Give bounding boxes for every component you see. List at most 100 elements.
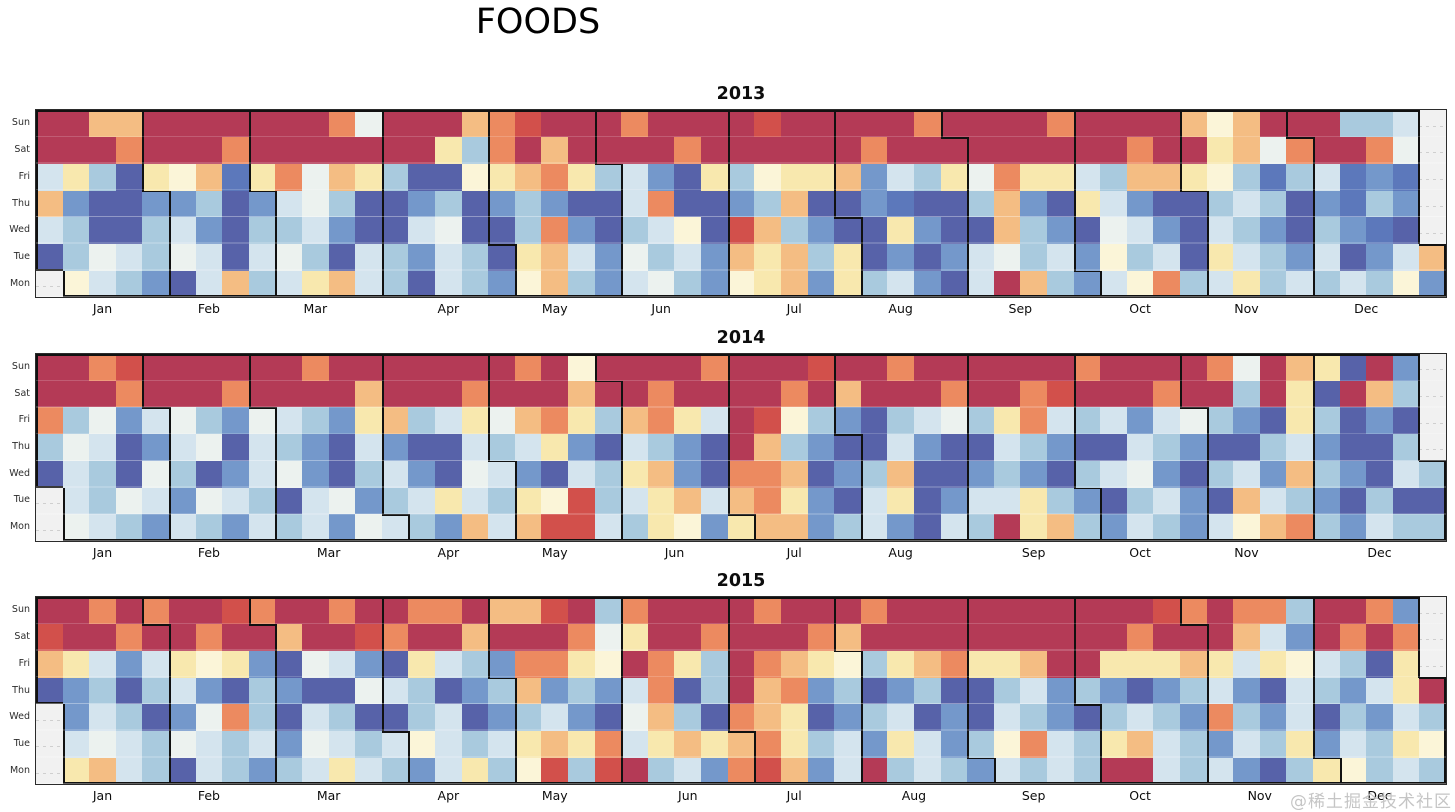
- heatmap-cell: [222, 460, 250, 488]
- heatmap-cell: [1366, 110, 1394, 138]
- heatmap-cell: [1153, 380, 1181, 408]
- heatmap-cell: [222, 513, 250, 541]
- heatmap-cell: [89, 216, 117, 245]
- heatmap-cell: [115, 597, 143, 625]
- heatmap-cell: [1259, 110, 1287, 138]
- heatmap-cell: [275, 513, 303, 541]
- heatmap-cell: [435, 730, 463, 758]
- heatmap-cell: [1179, 487, 1208, 515]
- heatmap-cell: [1339, 353, 1367, 381]
- heatmap-cell: [222, 110, 250, 138]
- heatmap-cell: [780, 216, 808, 245]
- heatmap-cell: [754, 677, 782, 705]
- heatmap-cell: [887, 513, 915, 541]
- heatmap-cell: [435, 650, 463, 678]
- heatmap-cell: [647, 406, 675, 435]
- heatmap-cell: [1020, 513, 1048, 541]
- heatmap-cell: [967, 353, 995, 381]
- heatmap-cell: [887, 406, 915, 435]
- heatmap-cell: [435, 243, 463, 271]
- heatmap-cell: [1126, 730, 1154, 758]
- heatmap-cell: [115, 406, 143, 435]
- heatmap-cell: [142, 110, 170, 138]
- heatmap-cell: [1259, 163, 1287, 191]
- heatmap-cell: [834, 623, 862, 651]
- heatmap-cell: [940, 677, 968, 705]
- heatmap-cell: [1339, 703, 1367, 732]
- heatmap-cell: [461, 216, 489, 245]
- heatmap-cell: [222, 623, 250, 651]
- heatmap-cell: [727, 110, 755, 138]
- heatmap-cell: [195, 460, 223, 488]
- heatmap-cell: [727, 243, 755, 271]
- heatmap-cell: [541, 623, 569, 651]
- heatmap-cell: [142, 243, 170, 271]
- day-label: Thu: [12, 197, 30, 209]
- heatmap-cell: [381, 460, 409, 488]
- heatmap-cell: [568, 487, 596, 515]
- heatmap-cell: [834, 163, 862, 191]
- heatmap-cell: [780, 730, 808, 758]
- heatmap-cell: [754, 216, 782, 245]
- heatmap-cell: [115, 243, 143, 271]
- heatmap-cell: [1366, 487, 1394, 515]
- heatmap-cell: [1206, 757, 1234, 785]
- month-label: Jun: [678, 788, 698, 803]
- day-label: Wed: [9, 224, 30, 236]
- heatmap-cell: [967, 136, 995, 164]
- heatmap-cell: [647, 487, 675, 515]
- heatmap-cell: [913, 460, 942, 488]
- heatmap-cell: [1153, 703, 1181, 732]
- heatmap-cell: [913, 190, 942, 218]
- heatmap-cell: [860, 703, 888, 732]
- heatmap-cell: [621, 757, 649, 785]
- heatmap-cell: [940, 513, 968, 541]
- heatmap-cell: [1020, 597, 1048, 625]
- heatmap-cell: [461, 163, 489, 191]
- heatmap-cell: [1179, 406, 1208, 435]
- heatmap-cell: [1020, 163, 1048, 191]
- heatmap-cell: [913, 677, 942, 705]
- heatmap-cell: [807, 270, 835, 298]
- heatmap-cell: [355, 380, 383, 408]
- heatmap-cell: [169, 353, 197, 381]
- heatmap-cell: [514, 406, 542, 435]
- heatmap-cell: [1073, 623, 1101, 651]
- heatmap-cell: [1020, 730, 1048, 758]
- heatmap-cell: [1233, 623, 1261, 651]
- heatmap-cell: [115, 216, 143, 245]
- month-label: Sep: [1008, 301, 1033, 316]
- heatmap-cell: [1259, 433, 1287, 461]
- heatmap-cell: [89, 650, 117, 678]
- heatmap-cell: [807, 730, 835, 758]
- heatmap-cell: [1179, 270, 1208, 298]
- heatmap-cell: [62, 163, 90, 191]
- heatmap-cell: [1312, 623, 1341, 651]
- heatmap-cell: [514, 677, 542, 705]
- heatmap-cell: [621, 190, 649, 218]
- heatmap-cell: [727, 513, 755, 541]
- heatmap-cell: [1153, 433, 1181, 461]
- heatmap-cell: [887, 433, 915, 461]
- heatmap-cell: [780, 460, 808, 488]
- heatmap-cell: [1339, 380, 1367, 408]
- heatmap-cell: [568, 513, 596, 541]
- heatmap-cell: [169, 190, 197, 218]
- heatmap-cell: [967, 623, 995, 651]
- heatmap-cell: [1206, 487, 1234, 515]
- month-label: Apr: [437, 788, 460, 803]
- heatmap-cell: [860, 433, 888, 461]
- heatmap-cell: [754, 163, 782, 191]
- heatmap-cell: [1153, 757, 1181, 785]
- heatmap-cell: [541, 163, 569, 191]
- heatmap-cell: [36, 353, 64, 381]
- heatmap-cell: [674, 136, 702, 164]
- heatmap-cell: [1073, 433, 1101, 461]
- heatmap-cell: [248, 353, 276, 381]
- heatmap-cell: [568, 650, 596, 678]
- heatmap-cell: [1046, 406, 1075, 435]
- heatmap-cell: [302, 460, 330, 488]
- heatmap-cell: [461, 730, 489, 758]
- month-label: Sep: [1021, 788, 1046, 803]
- heatmap-cell: [940, 623, 968, 651]
